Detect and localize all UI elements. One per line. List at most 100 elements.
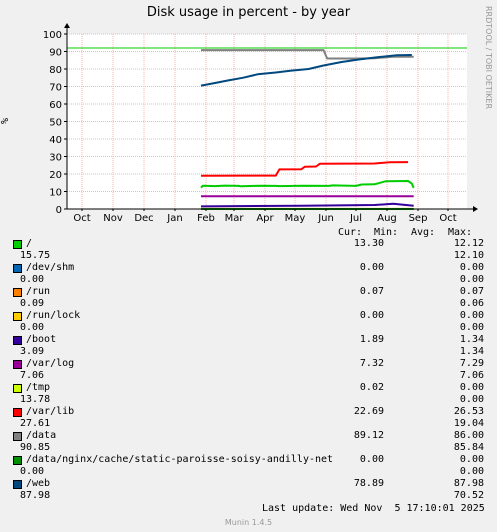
legend-swatch-9 [13,456,22,465]
legend-swatch-0 [13,240,22,249]
col-header-cur: Cur: [338,227,363,238]
y-tick-label: 80 [49,65,62,76]
legend-swatch-4 [13,336,22,345]
legend-avg-3: 0.00 [20,322,45,333]
y-tick-label: 60 [49,100,62,111]
x-tick-label: May [285,213,306,224]
legend-swatch-10 [13,480,22,489]
legend-max-9: 0.00 [459,466,484,477]
legend-avg-7: 27.61 [20,418,51,429]
legend-cur-5: 7.32 [359,358,384,369]
legend-name-4: /boot [26,334,57,345]
col-header-max: Max: [448,227,473,238]
legend-swatch-5 [13,360,22,369]
legend-swatch-2 [13,288,22,297]
legend-avg-5: 7.06 [20,370,45,381]
legend-min-7: 26.53 [453,406,484,417]
x-tick-label: Aug [377,213,397,224]
legend-min-3: 0.00 [459,310,484,321]
legend-name-7: /var/lib [26,406,75,417]
col-header-min: Min: [374,227,399,238]
legend-avg-9: 0.00 [20,466,45,477]
legend-name-6: /tmp [26,382,51,393]
legend-name-9: /data/nginx/cache/static-paroisse-soisy-… [26,454,334,465]
legend-min-2: 0.07 [459,286,484,297]
legend-name-2: /run [26,286,51,297]
y-tick-label: 20 [49,170,62,181]
series-line-8 [201,49,414,60]
legend-cur-0: 13.30 [353,238,384,249]
legend-cur-3: 0.00 [359,310,384,321]
x-tick-label: Nov [103,213,123,224]
legend-min-4: 1.34 [459,334,484,345]
legend-name-5: /var/log [26,358,75,369]
series-line-0 [200,180,415,189]
y-tick-label: 90 [49,48,62,59]
legend-max-6: 0.00 [459,394,484,405]
y-tick-label: 0 [56,205,62,216]
y-tick-label: 30 [49,153,62,164]
legend-name-8: /data [26,430,57,441]
legend-min-8: 86.00 [453,430,484,441]
legend-max-2: 0.06 [459,298,484,309]
legend-max-10: 70.52 [453,490,484,501]
col-header-avg: Avg: [411,227,436,238]
chart-title: Disk usage in percent - by year [146,5,351,20]
legend-min-10: 87.98 [453,478,484,489]
x-tick-label: Sep [409,213,428,224]
last-update: Last update: Wed Nov 5 17:10:01 2025 [262,503,485,514]
legend-max-7: 19.04 [453,418,484,429]
legend-min-9: 0.00 [459,454,484,465]
legend-name-1: /dev/shm [26,262,75,273]
legend-min-5: 7.29 [459,358,484,369]
legend-min-6: 0.00 [459,382,484,393]
legend-max-0: 12.10 [453,250,484,261]
x-tick-label: Mar [225,213,245,224]
legend-swatch-3 [13,312,22,321]
legend-cur-9: 0.00 [359,454,384,465]
legend-avg-2: 0.09 [20,298,45,309]
legend-cur-6: 0.02 [359,382,384,393]
legend-avg-4: 3.09 [20,346,45,357]
legend-avg-6: 13.78 [20,394,51,405]
legend-cur-8: 89.12 [353,430,384,441]
legend-min-0: 12.12 [453,238,484,249]
y-axis-arrow [64,23,70,28]
legend-swatch-1 [13,264,22,273]
series-line-4 [200,202,414,208]
y-tick-label: 50 [49,118,62,129]
x-tick-label: Jun [317,213,334,224]
x-tick-label: Jan [166,213,182,224]
legend-swatch-7 [13,408,22,417]
x-tick-label: Jul [349,213,362,224]
legend-max-3: 0.00 [459,322,484,333]
legend-min-1: 0.00 [459,262,484,273]
x-tick-label: Oct [439,213,456,224]
y-tick-label: 10 [49,188,62,199]
legend-cur-2: 0.07 [359,286,384,297]
legend-cur-7: 22.69 [353,406,384,417]
legend-cur-4: 1.89 [359,334,384,345]
legend-name-0: / [26,238,33,249]
series-line-7 [200,161,409,177]
munin-version: Munin 1.4.5 [224,518,273,527]
rrdtool-credit: RRDTOOL / TOBI OETIKER [484,6,493,110]
legend-avg-0: 15.75 [20,250,51,261]
legend-name-10: /web [26,478,51,489]
legend-swatch-8 [13,432,22,441]
x-tick-label: Apr [256,213,274,224]
x-tick-label: Feb [197,213,215,224]
legend-max-4: 1.34 [459,346,484,357]
x-tick-label: Dec [134,213,153,224]
y-tick-label: 100 [43,30,62,41]
legend-cur-10: 78.89 [353,478,384,489]
legend-avg-8: 90.85 [20,442,51,453]
legend-max-1: 0.00 [459,274,484,285]
legend-max-5: 7.06 [459,370,484,381]
series-line-10 [200,54,412,87]
legend-swatch-6 [13,384,22,393]
legend-avg-10: 87.98 [20,490,51,501]
legend-max-8: 85.84 [453,442,484,453]
